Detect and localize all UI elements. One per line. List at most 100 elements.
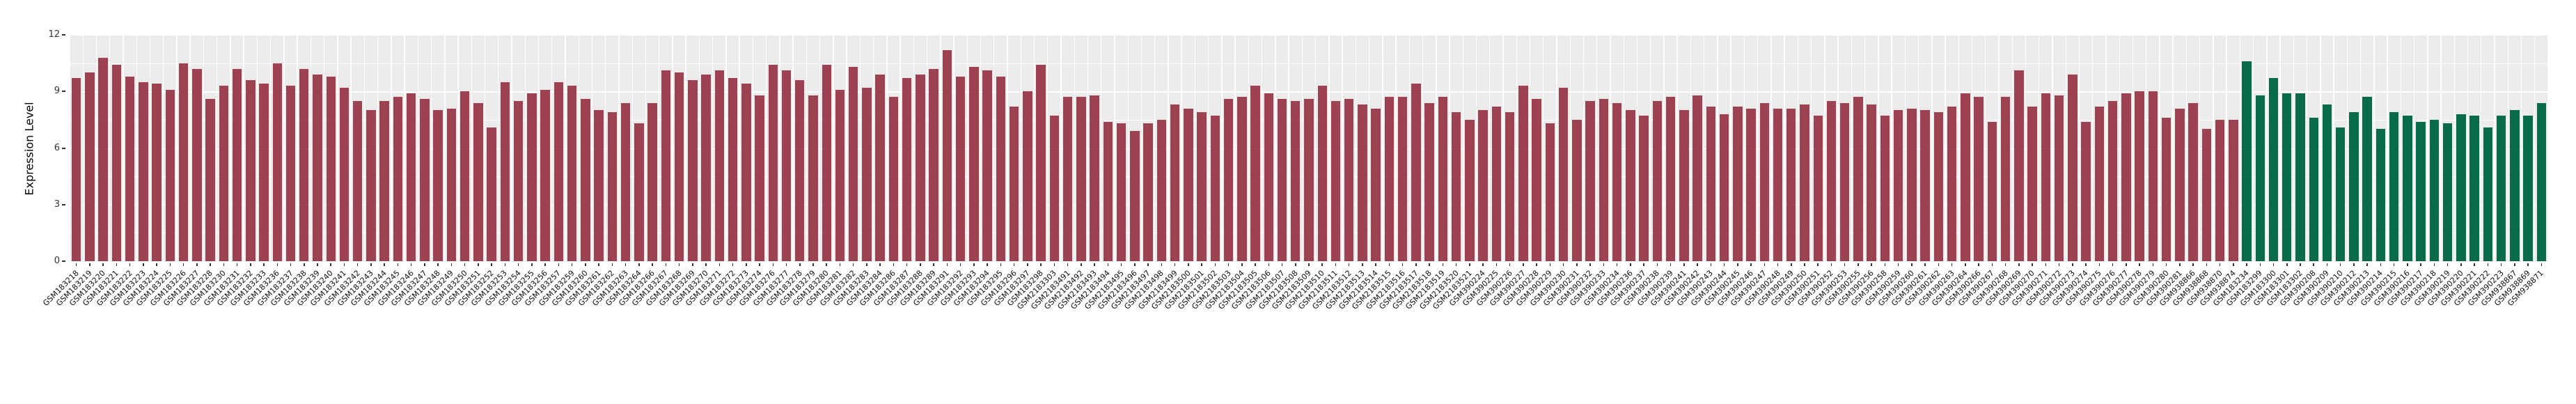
bar [1156,119,1167,261]
x-tick-mark [2165,263,2167,266]
bar [1867,104,1876,261]
x-tick-mark [718,263,721,266]
vertical-gridline [109,35,111,261]
bar [1424,102,1434,261]
bar [594,110,604,261]
bar [1679,110,1689,261]
bar [701,74,711,261]
bar [647,102,657,261]
x-tick-mark [1562,263,1564,266]
vertical-gridline [2185,35,2188,261]
bar [969,67,979,261]
x-tick-mark [1482,263,1484,266]
vertical-gridline [2279,35,2281,261]
x-tick-mark [879,263,881,266]
vertical-gridline [2520,35,2522,261]
bar [1143,123,1153,261]
x-tick-mark [1764,263,1766,266]
bar [2041,93,2051,261]
vertical-gridline [1382,35,1383,261]
vertical-gridline [337,35,338,261]
vertical-gridline [1810,35,1812,261]
bar [1746,108,1756,261]
bar [1773,108,1783,261]
bar [1759,102,1769,261]
bar [1384,97,1395,261]
vertical-gridline [1757,35,1759,261]
x-tick-mark [839,263,841,266]
bar [487,127,496,261]
bar [259,84,269,261]
vertical-gridline [685,35,686,261]
x-tick-mark [1214,263,1216,266]
x-tick-mark [1094,263,1095,266]
x-tick-mark [1308,263,1310,266]
x-tick-mark [1697,263,1698,266]
bar [1585,100,1595,261]
bar [982,70,992,261]
bar [1049,116,1060,261]
bar [1518,86,1528,261]
bar [433,110,443,261]
x-tick-mark [1174,263,1176,266]
x-tick-mark [2527,263,2529,266]
x-tick-mark [370,263,372,266]
x-tick-mark [450,263,453,266]
x-tick-mark [732,263,734,266]
bar [446,108,457,261]
bar [527,93,537,261]
x-tick-mark [1415,263,1417,266]
x-tick-mark [705,263,707,266]
bar [178,63,189,261]
vertical-gridline [859,35,861,261]
x-tick-mark [973,263,975,266]
vertical-gridline [243,35,244,261]
x-tick-mark [1576,263,1578,266]
vertical-gridline [631,35,633,261]
bar [1839,102,1850,261]
x-tick-mark [1268,263,1270,266]
bar [1933,112,1944,261]
vertical-gridline [256,35,258,261]
bar [1693,95,1702,261]
x-tick-mark [2487,263,2489,266]
vertical-gridline [1314,35,1317,261]
x-tick-mark [933,263,934,266]
vertical-gridline [1690,35,1692,261]
vertical-gridline [1114,35,1115,261]
major-gridline [70,35,2548,36]
x-tick-mark [2326,263,2328,266]
y-tick-label: 12 [48,29,60,40]
bar [285,86,296,261]
x-tick-mark [1683,263,1685,266]
x-tick-mark [785,263,787,266]
vertical-gridline [605,35,606,261]
vertical-gridline [2159,35,2160,261]
x-tick-mark [1401,263,1404,266]
minor-gridline [70,63,2548,64]
vertical-gridline [69,35,70,261]
bar [1197,112,1207,261]
x-tick-mark [1938,263,1940,266]
bar [500,81,510,261]
bar [540,89,550,261]
vertical-gridline [537,35,540,261]
x-tick-mark [1723,263,1725,266]
vertical-gridline [1449,35,1450,261]
bar [2054,95,2064,261]
x-tick-mark [1616,263,1618,266]
bar [1813,116,1823,261]
bar [2403,116,2412,261]
bar [420,99,430,261]
plot-panel [69,35,2549,261]
bar [1719,114,1729,261]
bar [339,87,350,261]
x-tick-mark [2433,263,2435,266]
bar [634,123,644,261]
x-tick-mark [799,263,801,266]
bar [996,76,1006,261]
vertical-gridline [645,35,647,261]
x-tick-mark [1455,263,1457,266]
x-tick-mark [1523,263,1524,266]
x-tick-mark [196,263,198,266]
